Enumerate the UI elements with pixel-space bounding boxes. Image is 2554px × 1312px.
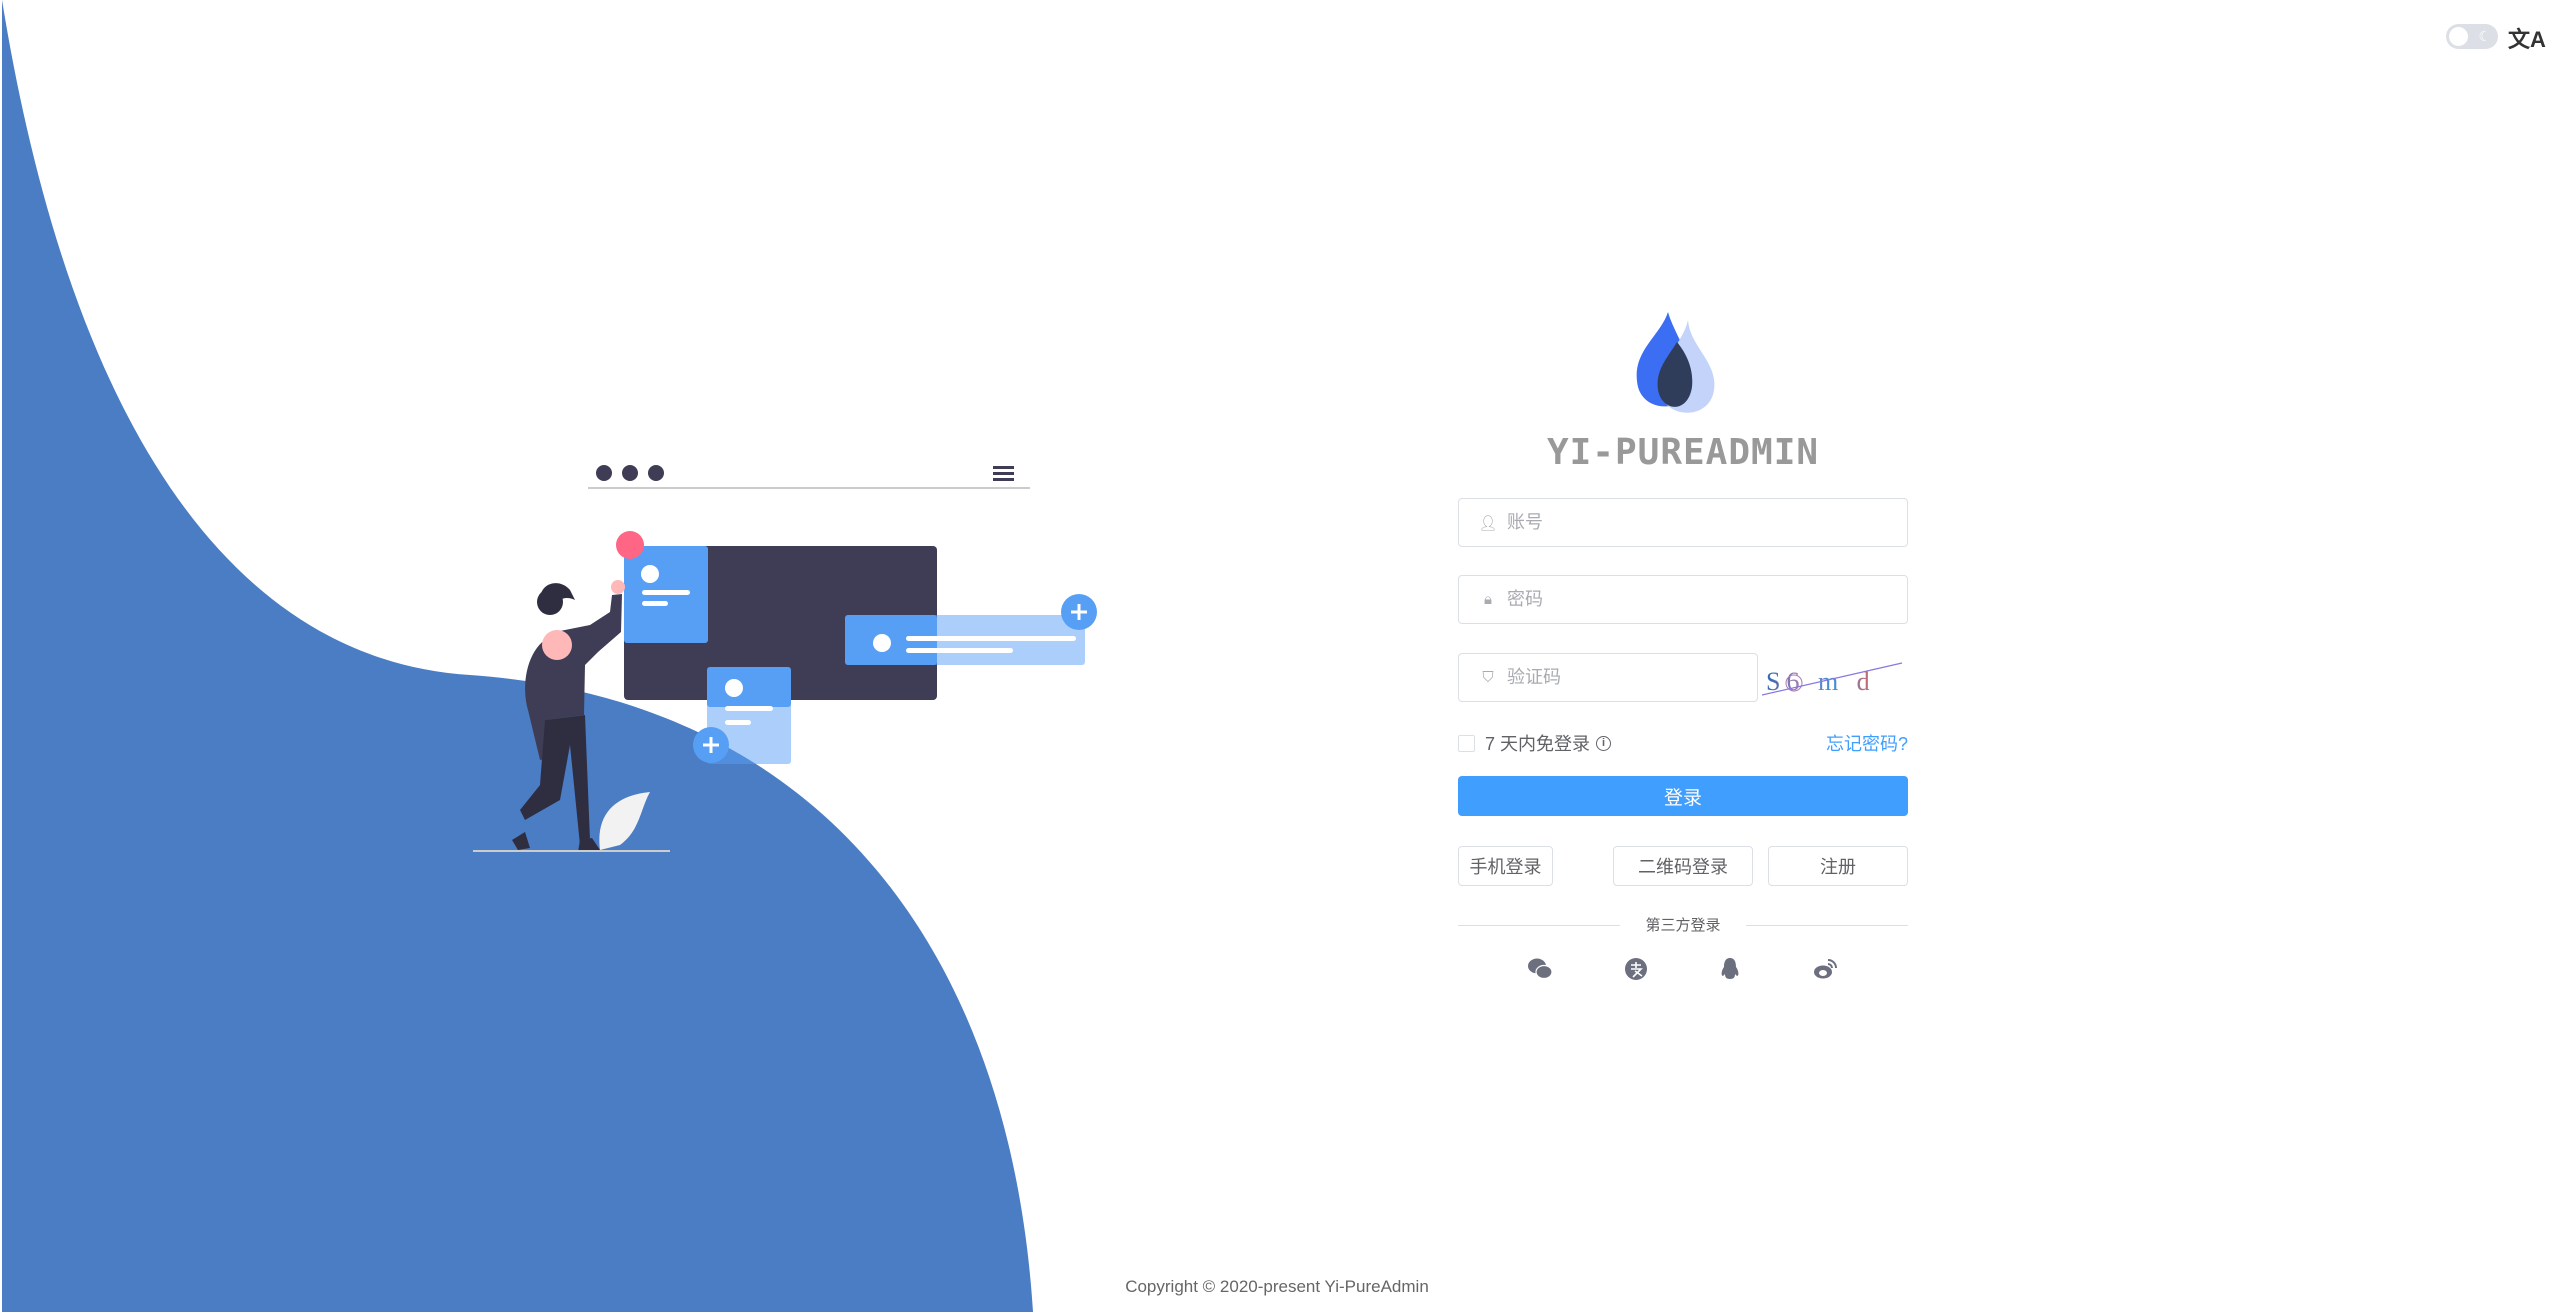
remember-label: 7 天内免登录 [1485,734,1591,754]
username-field[interactable]: 👤︎ [1458,498,1908,547]
captcha-field[interactable]: ⛉ [1458,653,1758,702]
translate-icon[interactable]: 文A [2508,27,2546,52]
third-party-label: 第三方登录 [1620,914,1746,935]
captcha-input[interactable] [1507,667,1757,688]
qq-icon[interactable] [1717,956,1743,982]
shield-icon: ⛉ [1482,669,1494,686]
card-3 [693,667,791,764]
password-input[interactable] [1507,589,1907,610]
remember-me[interactable]: 7 天内免登录 i [1458,730,1612,756]
weibo-icon[interactable] [1812,956,1838,982]
toggle-knob [2449,27,2468,46]
user-icon: 👤︎ [1478,514,1498,532]
username-input[interactable] [1507,512,1907,533]
forgot-password-link[interactable]: 忘记密码? [1825,734,1908,754]
qr-login-button[interactable]: 二维码登录 [1613,846,1753,886]
logo [1636,312,1715,413]
copyright: Copyright © 2020-present Yi-PureAdmin [1125,1277,1429,1296]
moon-icon: ☾ [2478,28,2491,44]
card-1 [616,531,708,643]
person [473,580,670,852]
remember-checkbox[interactable] [1458,734,1475,752]
captcha-image[interactable]: S6 m d [1762,655,1908,701]
password-field[interactable]: 🔒︎ [1458,575,1908,624]
card-2 [845,594,1097,665]
alipay-icon[interactable] [1623,956,1649,982]
info-icon[interactable]: i [1596,735,1612,751]
theme-toggle[interactable]: ☾ [2446,24,2498,49]
browser-bar [588,465,1030,489]
app-title: YI-PUREADMIN [1546,432,1820,473]
register-button[interactable]: 注册 [1768,846,1908,886]
phone-login-button[interactable]: 手机登录 [1458,846,1553,886]
wechat-icon[interactable] [1527,956,1553,982]
lock-icon: 🔒︎ [1484,591,1492,608]
wave-shape [2,0,1033,1312]
captcha-text: S6 m d [1766,667,1876,696]
login-button[interactable]: 登录 [1458,776,1908,816]
